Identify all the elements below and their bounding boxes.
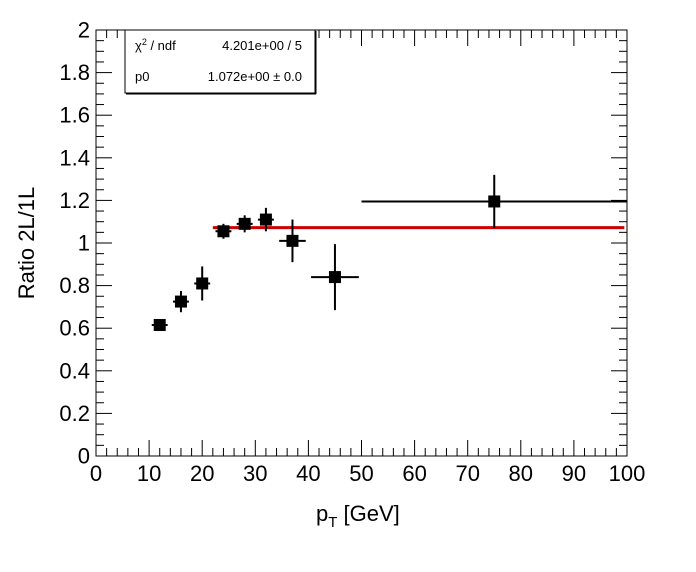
x-tick-label: 80: [509, 461, 533, 486]
data-point-marker: [196, 277, 209, 290]
y-axis-title: Ratio 2L/1L: [14, 187, 39, 300]
x-tick-label: 10: [137, 461, 161, 486]
p0-value: 1.072e+00 ± 0.0: [208, 69, 302, 84]
y-tick-label: 0.6: [59, 316, 90, 341]
y-tick-label: 0.4: [59, 358, 90, 383]
y-tick-label: 1.8: [59, 60, 90, 85]
plot-frame: [95, 29, 628, 457]
y-tick-label: 0: [78, 444, 90, 469]
x-tick-label: 60: [402, 461, 426, 486]
data-point-marker: [259, 213, 272, 226]
x-tick-label: 20: [190, 461, 214, 486]
y-tick-label: 0.8: [59, 273, 90, 298]
x-tick-labels: 0 10 20 30 40 50 60 70 80 90 100: [90, 461, 645, 486]
x-tick-label: 40: [296, 461, 320, 486]
data-points: [151, 174, 627, 332]
x-tick-label: 50: [349, 461, 373, 486]
x-tick-label: 90: [562, 461, 586, 486]
y-tick-labels: 0 0.2 0.4 0.6 0.8 1 1.2 1.4 1.6 1.8 2: [59, 18, 90, 469]
chi2-value: 4.201e+00 / 5: [222, 38, 302, 53]
y-tick-label: 1.2: [59, 188, 90, 213]
data-point-marker: [174, 295, 187, 308]
y-tick-label: 1.6: [59, 103, 90, 128]
p0-label: p0: [135, 69, 149, 84]
y-tick-label: 2: [78, 18, 90, 43]
data-point-marker: [328, 271, 341, 284]
data-point-marker: [238, 217, 251, 230]
stats-box: χ2 / ndf 4.201e+00 / 5 p0 1.072e+00 ± 0.…: [124, 29, 317, 95]
data-point-marker: [153, 319, 166, 332]
stats-box-frame: [124, 29, 316, 94]
x-tick-label: 70: [455, 461, 479, 486]
y-tick-label: 1.4: [59, 145, 90, 170]
x-tick-label: 0: [90, 461, 102, 486]
x-tick-label: 100: [609, 461, 646, 486]
chi2-label: χ2 / ndf: [135, 37, 176, 53]
y-tick-label: 1: [78, 231, 90, 256]
x-axis-title: pT [GeV]: [316, 501, 400, 531]
x-tick-label: 30: [243, 461, 267, 486]
data-point-marker: [217, 225, 230, 238]
data-point-marker: [488, 195, 501, 208]
y-tick-label: 0.2: [59, 401, 90, 426]
data-point-marker: [286, 234, 299, 247]
